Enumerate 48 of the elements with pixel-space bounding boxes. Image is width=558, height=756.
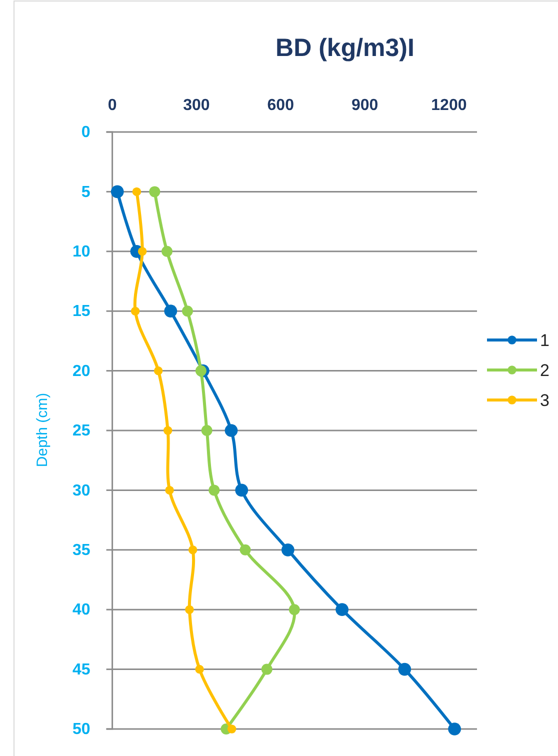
y-tick-label: 50 — [72, 721, 90, 738]
point — [154, 366, 163, 376]
x-tick-label: 1200 — [431, 97, 467, 114]
point — [201, 425, 212, 436]
point — [240, 544, 251, 556]
point — [110, 185, 124, 198]
point — [448, 722, 461, 736]
x-tick-label: 0 — [108, 97, 117, 114]
point — [132, 187, 142, 196]
y-axis-title: Depth (cm) — [34, 392, 51, 468]
point — [336, 603, 348, 616]
legend-label: 3 — [540, 391, 550, 410]
legend-label: 2 — [540, 361, 550, 380]
point — [288, 604, 300, 616]
y-tick-label: 20 — [72, 362, 90, 380]
point — [227, 724, 236, 734]
point — [235, 484, 248, 497]
point — [165, 486, 174, 495]
y-tick-label: 40 — [72, 602, 90, 619]
point — [261, 664, 272, 675]
x-tick-label: 900 — [351, 97, 378, 114]
point — [398, 662, 412, 676]
point — [164, 304, 178, 318]
point — [149, 186, 160, 198]
point — [188, 546, 198, 554]
point — [185, 605, 194, 614]
point — [130, 306, 140, 316]
x-tick-label: 600 — [267, 97, 294, 114]
y-tick-label: 5 — [81, 184, 90, 201]
point — [138, 247, 147, 256]
point — [208, 484, 220, 496]
x-tick-label: 300 — [183, 97, 210, 114]
point — [182, 306, 193, 317]
point — [195, 365, 206, 376]
y-tick-label: 30 — [72, 482, 90, 500]
y-tick-label: 0 — [81, 124, 90, 142]
y-tick-label: 35 — [72, 542, 90, 560]
point — [162, 246, 173, 257]
point — [163, 426, 172, 435]
y-tick-label: 15 — [72, 303, 90, 320]
point — [224, 424, 238, 437]
y-tick-label: 10 — [72, 244, 90, 261]
point — [195, 664, 204, 674]
legend-label: 1 — [540, 331, 550, 350]
point — [281, 543, 294, 556]
y-tick-label: 45 — [72, 661, 90, 678]
y-tick-label: 25 — [72, 422, 90, 440]
chart-title: BD (kg/m3)I — [276, 34, 414, 62]
